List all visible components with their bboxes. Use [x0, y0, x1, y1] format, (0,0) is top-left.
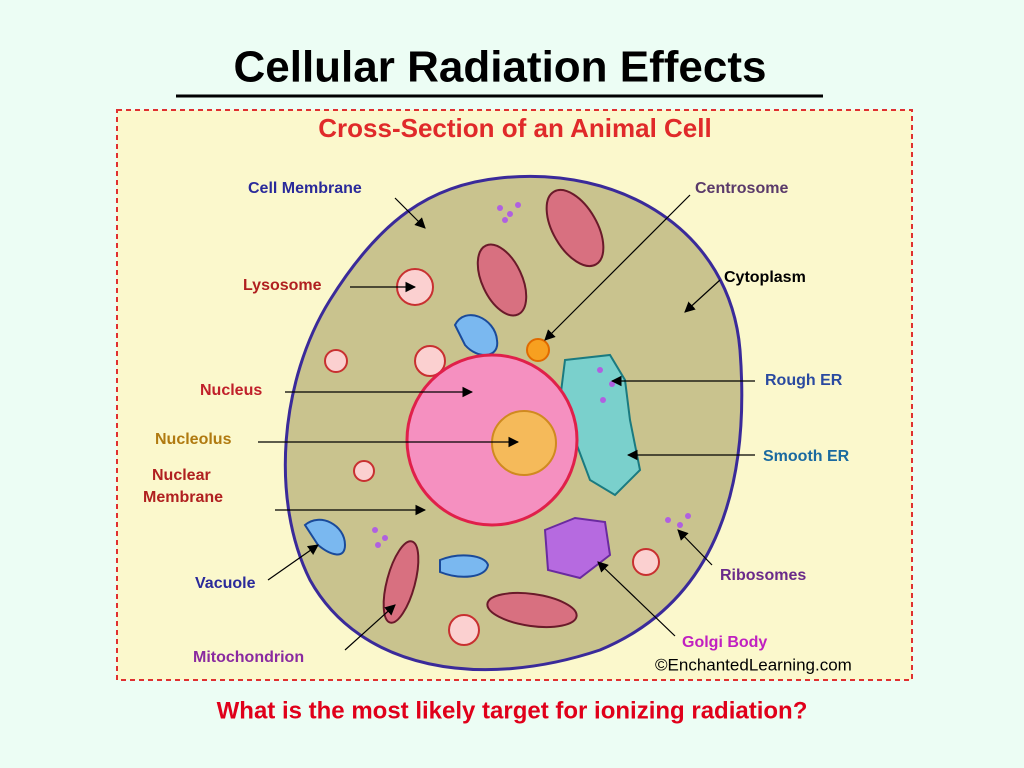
- label: Nucleus: [200, 382, 262, 399]
- question: What is the most likely target for ioniz…: [217, 697, 808, 724]
- slide-title: Cellular Radiation Effects: [233, 43, 766, 92]
- label: Nucleolus: [155, 431, 232, 448]
- pointer-arrows: [258, 194, 755, 651]
- organelles: [303, 189, 691, 646]
- label: Smooth ER: [763, 448, 850, 465]
- label: Lysosome: [243, 277, 322, 294]
- diagram-title: Cross-Section of an Animal Cell: [318, 113, 711, 143]
- label: Ribosomes: [720, 567, 806, 584]
- label: Membrane: [143, 489, 223, 506]
- credit: ©EnchantedLearning.com: [655, 655, 852, 674]
- label: Rough ER: [765, 372, 843, 389]
- label: Cell Membrane: [248, 180, 362, 197]
- label: Golgi Body: [682, 634, 767, 651]
- label: Mitochondrion: [193, 649, 304, 666]
- label: Cytoplasm: [724, 269, 806, 286]
- label: Nuclear: [152, 467, 211, 484]
- label: Vacuole: [195, 575, 256, 592]
- label: Centrosome: [695, 180, 788, 197]
